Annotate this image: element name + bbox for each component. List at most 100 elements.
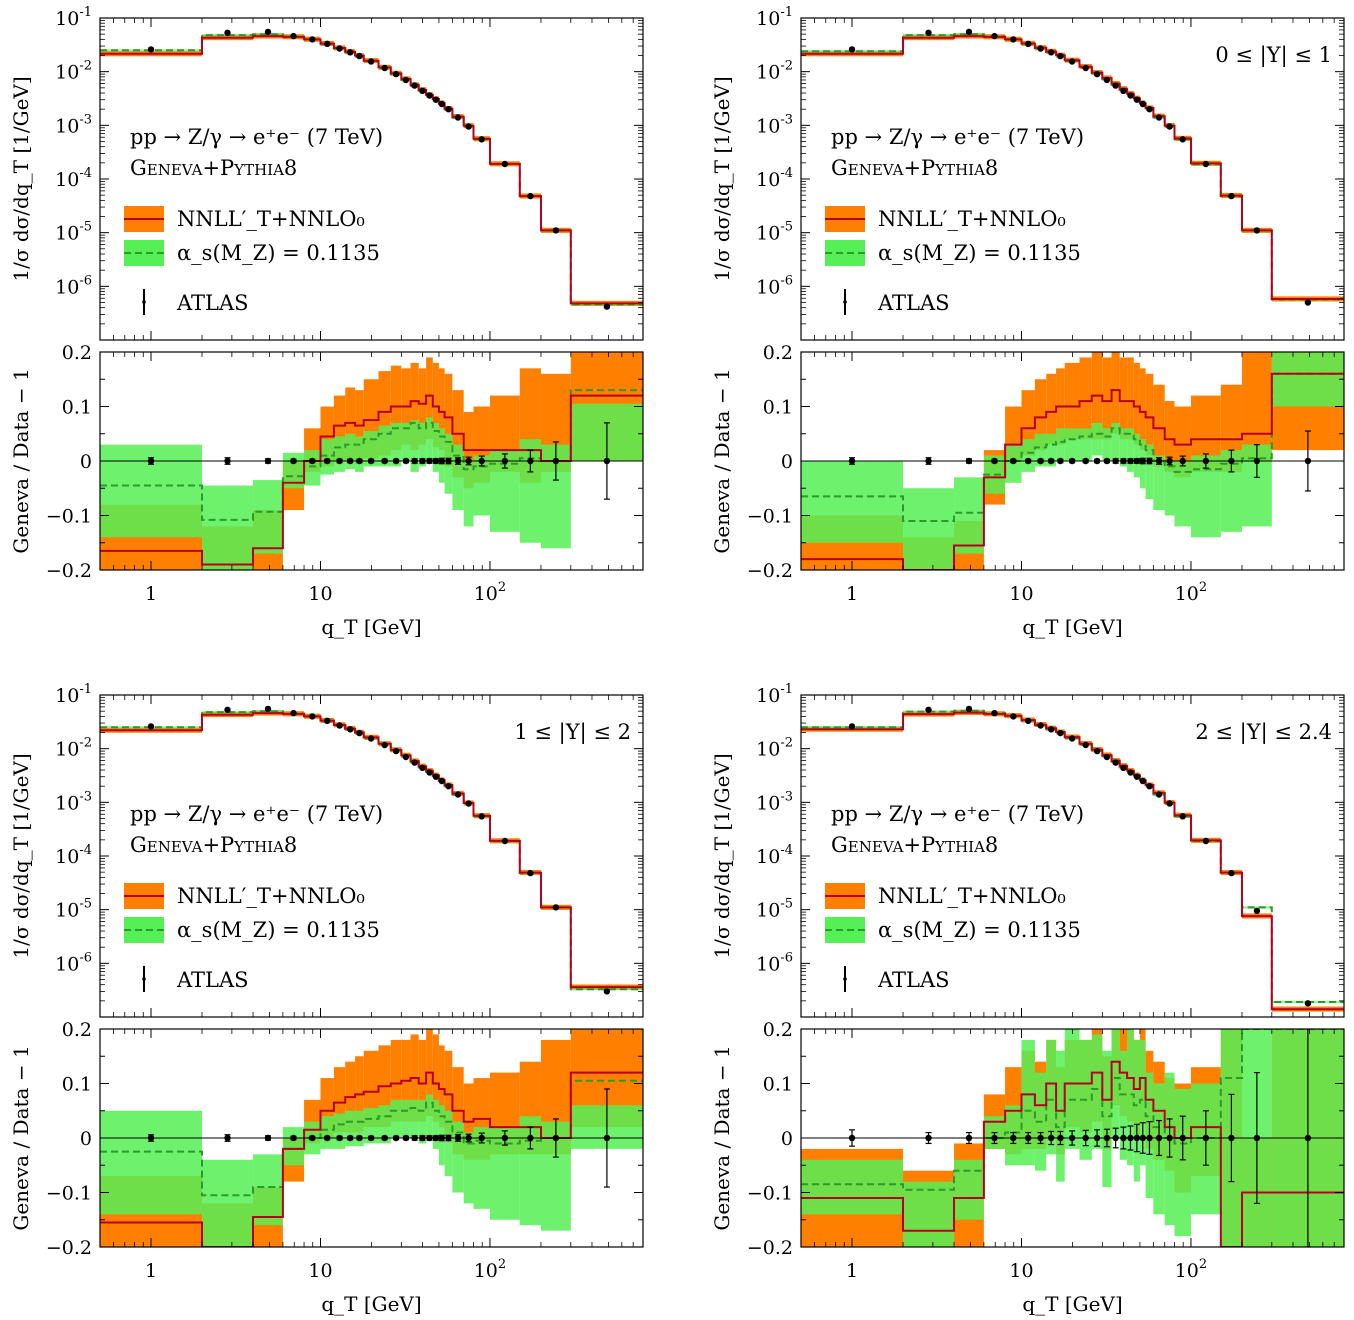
ratio-data-point [1146, 1134, 1153, 1142]
ratio-band-orange [1034, 379, 1047, 451]
tick-base: 10 [756, 953, 780, 975]
x-axis-label: q_T [GeV] [321, 615, 421, 639]
data-point [426, 92, 433, 99]
tick-base: 10 [756, 62, 780, 84]
tick-exp: -1 [780, 5, 793, 20]
data-point [419, 764, 426, 771]
ratio-band-green [1127, 1029, 1134, 1166]
data-point [1228, 192, 1235, 200]
data-point [1166, 800, 1173, 807]
uncertainty-band-green [1241, 906, 1272, 909]
x-tick-label: 1 [145, 583, 157, 605]
ratio-band-green [418, 422, 427, 467]
y-axis-label-ratio: Geneva / Data − 1 [9, 368, 33, 553]
ratio-band-green [1139, 1039, 1146, 1166]
ratio-alpha-s-line [801, 1029, 1344, 1191]
ratio-data-point [603, 1134, 611, 1142]
x-tick-label: 10 [1009, 583, 1033, 605]
tick-base: 10 [756, 846, 780, 868]
ratio-band-green [1153, 455, 1165, 511]
ratio-data-point [1103, 457, 1111, 465]
data-point [478, 136, 485, 143]
ratio-data-point [478, 457, 485, 465]
ratio-band-green [452, 444, 464, 511]
ratio-data-point [309, 1134, 316, 1142]
generator-label: Geneva+Pythia8 [130, 833, 297, 857]
ratio-band-green [1102, 1050, 1112, 1188]
tick-base: 10 [756, 685, 780, 707]
ratio-band-green [519, 439, 541, 543]
ratio-data-point [367, 457, 375, 465]
tick-base: 10 [1175, 1260, 1199, 1282]
data-point [392, 747, 400, 755]
data-point [264, 705, 272, 713]
ratio-data-point [323, 457, 331, 465]
tick-exp: -4 [79, 166, 92, 181]
tick-base: 10 [756, 169, 780, 191]
ratio-band-green [304, 450, 321, 486]
ratio-data-point [965, 1134, 973, 1142]
tick-exp: 2 [498, 1257, 506, 1272]
ratio-band-orange [410, 362, 419, 451]
x-tick-label: 1 [846, 583, 858, 605]
tick-exp: -3 [79, 789, 92, 804]
ratio-band-orange [1133, 362, 1140, 445]
data-point [419, 87, 426, 95]
tick-exp: -2 [79, 59, 92, 74]
ratio-data-point [848, 457, 856, 465]
data-point [356, 729, 363, 737]
ratio-data-point [1127, 1134, 1134, 1142]
data-point [1057, 729, 1064, 737]
tick-exp: -1 [79, 682, 92, 697]
tick-base: 10 [55, 223, 79, 245]
ratio-band-green [1174, 461, 1191, 527]
data-point [1127, 92, 1134, 99]
data-point [392, 70, 400, 78]
y-tick-label: 10-1 [55, 5, 92, 30]
ratio-band-orange [418, 368, 427, 445]
ratio-data-point [991, 457, 998, 465]
tick-base: 10 [55, 8, 79, 30]
data-point [264, 28, 272, 36]
data-point [1202, 837, 1210, 845]
ratio-band-green [473, 455, 490, 516]
y-axis-label-ratio: Geneva / Data − 1 [710, 1045, 734, 1230]
ratio-data-point [336, 457, 343, 465]
ratio-band-orange [390, 365, 402, 451]
ratio-data-point [478, 1134, 485, 1142]
data-point [1093, 747, 1101, 755]
legend-marker [142, 977, 146, 981]
rapidity-label: 2 ≤ |Y| ≤ 2.4 [1195, 720, 1332, 745]
y-tick-label: 10-3 [55, 112, 92, 137]
data-point [1048, 726, 1055, 733]
top-plot-area [100, 28, 643, 310]
data-point [1103, 753, 1111, 761]
tick-base: 10 [474, 583, 498, 605]
tick-base: 10 [55, 62, 79, 84]
ratio-data-point [426, 457, 433, 465]
ratio-band-green [253, 480, 283, 554]
legend-nnll: NNLL′_T+NNLO₀ [177, 884, 365, 908]
ratio-data-point [603, 457, 611, 465]
y-tick-label: 10-1 [55, 682, 92, 707]
ratio-band-orange [1139, 368, 1146, 451]
data-point [367, 735, 375, 742]
ratio-band-green [1091, 1034, 1103, 1149]
tick-exp: -2 [780, 736, 793, 751]
data-point [367, 58, 375, 65]
data-point [925, 29, 932, 36]
ratio-data-point [290, 457, 297, 465]
ratio-band-orange [1064, 362, 1080, 440]
ratio-data-point [381, 1134, 388, 1142]
tick-base: 10 [756, 792, 780, 814]
data-point [432, 96, 440, 103]
data-point [426, 769, 433, 776]
ratio-data-point [991, 1134, 998, 1142]
data-point [309, 713, 316, 720]
ratio-band-green [954, 477, 984, 554]
ratio-y-tick-label: 0.2 [62, 1019, 92, 1041]
ratio-data-point [1166, 457, 1173, 465]
tick-exp: -4 [79, 843, 92, 858]
data-point [527, 869, 534, 877]
legend-marker [843, 977, 847, 981]
